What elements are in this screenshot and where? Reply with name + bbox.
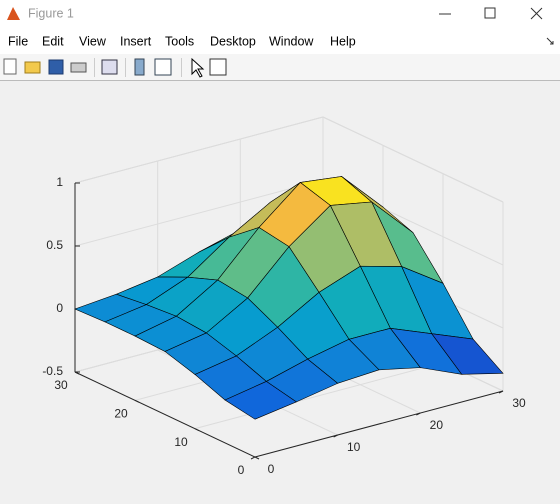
window-title: Figure 1 — [28, 6, 74, 20]
menu-item[interactable]: Insert — [120, 34, 152, 48]
x-tick-label: 30 — [512, 396, 526, 410]
grid-line — [322, 116, 504, 203]
y-tick-label: 10 — [174, 435, 188, 449]
colorbar-icon[interactable] — [134, 58, 145, 76]
z-tick-label: 1 — [56, 175, 63, 189]
open-icon[interactable] — [24, 61, 41, 74]
menu-item[interactable]: Edit — [42, 34, 64, 48]
print-icon[interactable] — [70, 62, 87, 73]
menu-item[interactable]: Help — [330, 34, 356, 48]
pointer-icon[interactable] — [191, 57, 205, 78]
z-tick-label: -0.5 — [42, 364, 63, 378]
y-tick-label: 0 — [238, 463, 245, 477]
grid-line — [74, 179, 324, 247]
save-icon[interactable] — [48, 59, 64, 75]
y-tick — [194, 428, 200, 432]
menu-item[interactable]: File — [8, 34, 28, 48]
legend-icon[interactable] — [154, 58, 172, 76]
dock-arrow[interactable] — [546, 37, 554, 45]
x-tick — [498, 390, 504, 394]
menu-items: File Edit View Insert Tools Desktop Window Help — [8, 34, 356, 48]
grid-line — [194, 362, 444, 430]
property-icon[interactable] — [209, 58, 227, 76]
x-tick — [333, 434, 338, 438]
maximize-button[interactable] — [484, 7, 496, 19]
app-icon — [7, 7, 20, 20]
title-bar — [0, 0, 560, 30]
y-tick — [134, 399, 140, 403]
toolbar-icons — [3, 57, 227, 78]
menu-item[interactable]: View — [79, 34, 107, 48]
z-tick-label: 0 — [56, 301, 63, 315]
y-tick-label: 30 — [54, 378, 68, 392]
menu-bar — [0, 30, 560, 54]
menu-item[interactable]: Desktop — [210, 34, 256, 48]
toolbar — [0, 54, 560, 80]
x-tick — [416, 412, 421, 416]
grid-line — [74, 116, 324, 184]
x-tick-label: 20 — [430, 418, 444, 432]
menu-item[interactable]: Tools — [165, 34, 194, 48]
z-tick-label: 0.5 — [46, 238, 63, 252]
new-icon[interactable] — [3, 58, 17, 75]
link-icon[interactable] — [101, 59, 118, 75]
x-tick-label: 0 — [268, 462, 275, 476]
x-tick-label: 10 — [347, 440, 361, 454]
y-tick — [254, 456, 260, 460]
close-button[interactable] — [530, 7, 543, 20]
y-axis — [74, 371, 256, 458]
y-tick-label: 20 — [114, 407, 128, 421]
x-axis — [254, 390, 504, 458]
menu-item[interactable]: Window — [269, 34, 314, 48]
surface-patch — [224, 381, 297, 420]
x-tick — [250, 456, 256, 460]
